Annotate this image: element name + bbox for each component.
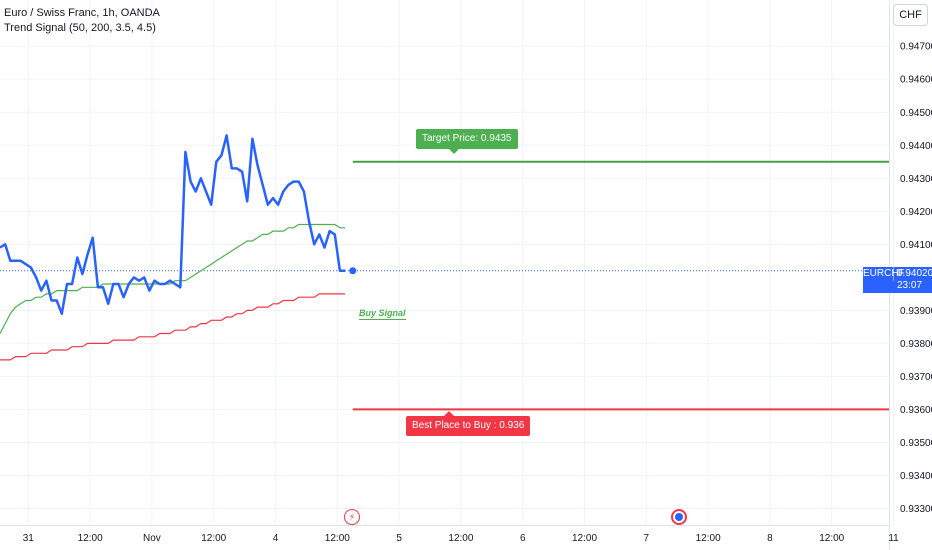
time-tick-label: 4	[273, 533, 279, 544]
time-tick-label: Nov	[143, 533, 161, 544]
best-buy-label[interactable]: Best Place to Buy : 0.936	[406, 411, 531, 436]
indicator-title[interactable]: Trend Signal (50, 200, 3.5, 4.5)	[4, 22, 156, 34]
price-badge-countdown: 23:07	[897, 280, 923, 291]
time-tick-label: 5	[396, 533, 402, 544]
horizontal-grid	[0, 45, 889, 509]
time-tick-label: 7	[644, 533, 650, 544]
slow-ma-line	[0, 293, 346, 361]
time-tick-label: 12:00	[696, 533, 721, 544]
price-tick-label: 0.93300	[900, 504, 932, 515]
last-price-dot	[349, 267, 357, 275]
lightning-event-icon[interactable]: ⚡	[344, 509, 360, 525]
fast-ma-line	[0, 223, 346, 334]
buy-signal-label[interactable]: Buy Signal	[359, 308, 406, 320]
time-tick-label: 6	[520, 533, 526, 544]
time-tick-label: 12:00	[201, 533, 226, 544]
vertical-grid	[27, 0, 895, 525]
last-price-badge: EURCHF 0.94020 23:07	[863, 267, 932, 293]
price-badge-symbol: EURCHF	[863, 267, 905, 281]
time-tick-label: 12:00	[572, 533, 597, 544]
currency-button[interactable]: CHF	[893, 4, 928, 26]
time-tick-label: 11	[888, 533, 899, 544]
globe-event-icon[interactable]	[671, 509, 687, 525]
time-tick-label: 12:00	[448, 533, 473, 544]
target-price-label[interactable]: Target Price: 0.9435	[416, 129, 518, 154]
symbol-title[interactable]: Euro / Swiss Franc, 1h, OANDA	[4, 7, 160, 19]
time-tick-label: 31	[23, 533, 35, 544]
price-badge-price: 0.94020	[897, 268, 932, 279]
price-series-line[interactable]	[0, 134, 346, 315]
time-tick-label: 12:00	[325, 533, 350, 544]
globe-dot	[675, 513, 683, 521]
time-tick-label: 8	[767, 533, 773, 544]
time-tick-label: 12:00	[819, 533, 844, 544]
chart-legend[interactable]: Euro / Swiss Franc, 1h, OANDA Trend Sign…	[4, 6, 160, 36]
time-tick-label: 12:00	[78, 533, 103, 544]
